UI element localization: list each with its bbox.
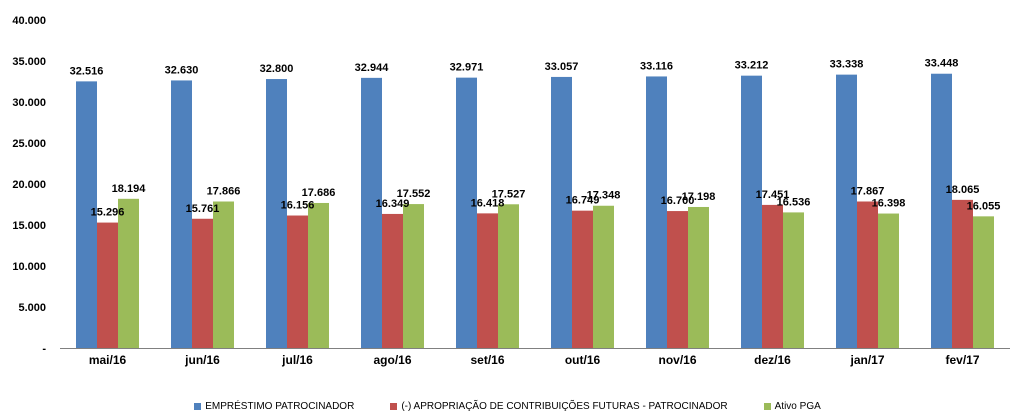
data-label-apropriacao: 17.867 (851, 185, 885, 197)
data-label-emprestimo: 32.630 (165, 64, 199, 76)
legend: EMPRÉSTIMO PATROCINADOR (-) APROPRIAÇÃO … (0, 399, 1015, 413)
y-axis: - 5.000 10.000 15.000 20.000 25.000 30.000 35.0… (12, 15, 46, 355)
y-tick-label: - (42, 343, 46, 355)
bar-ativo-pga (878, 213, 899, 348)
bar-apropriacao (382, 213, 403, 348)
data-labels: 32.516 15.296 18.194 32.630 15.761 17.866 32.8… (70, 58, 1001, 219)
data-label-ativo-pga: 17.198 (682, 191, 716, 203)
bar-ativo-pga (783, 212, 804, 348)
bar-apropriacao (572, 210, 593, 348)
bar-emprestimo (931, 73, 952, 348)
bar-apropriacao (762, 204, 783, 348)
data-label-apropriacao: 15.761 (186, 203, 220, 215)
bar-ativo-pga (213, 201, 234, 348)
bar-emprestimo (266, 79, 287, 348)
data-label-ativo-pga: 17.866 (207, 185, 241, 197)
data-label-emprestimo: 32.971 (450, 62, 484, 74)
data-label-ativo-pga: 17.686 (302, 187, 336, 199)
bar-ativo-pga (308, 202, 329, 348)
x-tick-label: jul/16 (281, 353, 313, 367)
bar-ativo-pga (973, 216, 994, 348)
data-label-apropriacao: 16.700 (661, 195, 695, 207)
legend-swatch-apropriacao (390, 402, 398, 410)
legend-item-apropriacao: (-) APROPRIAÇÃO DE CONTRIBUIÇÕES FUTURAS… (390, 399, 728, 413)
data-label-emprestimo: 33.448 (925, 58, 959, 70)
bar-emprestimo (171, 80, 192, 349)
bar-ativo-pga (118, 198, 139, 348)
x-tick-label: ago/16 (373, 353, 411, 367)
data-label-apropriacao: 16.749 (566, 195, 600, 207)
bar-group (76, 73, 994, 349)
bar-emprestimo (551, 76, 572, 348)
data-label-ativo-pga: 16.536 (777, 196, 811, 208)
y-tick-label: 35.000 (12, 56, 46, 68)
data-label-ativo-pga: 16.055 (967, 200, 1001, 212)
bar-ativo-pga (498, 204, 519, 348)
legend-item-ativo-pga: Ativo PGA (763, 399, 821, 413)
y-tick-label: 10.000 (12, 261, 46, 273)
bar-apropriacao (857, 201, 878, 348)
x-tick-label: jan/17 (849, 353, 884, 367)
x-tick-label: jun/16 (184, 353, 220, 367)
bar-apropriacao (667, 211, 688, 348)
y-tick-label: 20.000 (12, 179, 46, 191)
data-label-emprestimo: 32.516 (70, 65, 104, 77)
bar-apropriacao (952, 199, 973, 348)
data-label-emprestimo: 33.338 (830, 59, 864, 71)
y-tick-label: 30.000 (12, 97, 46, 109)
bar-emprestimo (741, 75, 762, 349)
bar-apropriacao (192, 218, 213, 348)
data-label-apropriacao: 16.156 (281, 200, 315, 212)
data-label-emprestimo: 32.800 (260, 63, 294, 75)
bar-apropriacao (477, 213, 498, 348)
data-label-apropriacao: 16.349 (376, 198, 410, 210)
data-label-apropriacao: 18.065 (946, 184, 980, 196)
data-label-emprestimo: 33.057 (545, 61, 579, 73)
data-label-apropriacao: 17.451 (756, 189, 790, 201)
data-label-emprestimo: 33.212 (735, 60, 769, 72)
x-tick-label: fev/17 (945, 353, 979, 367)
legend-swatch-emprestimo (194, 402, 202, 410)
bar-emprestimo (836, 74, 857, 348)
y-tick-label: 25.000 (12, 138, 46, 150)
x-axis: mai/16 jun/16 jul/16 ago/16 set/16 out/16 nov/… (60, 348, 1010, 367)
data-label-ativo-pga: 16.398 (872, 198, 906, 210)
x-tick-label: set/16 (470, 353, 504, 367)
y-tick-label: 15.000 (12, 220, 46, 232)
bar-ativo-pga (688, 206, 709, 348)
legend-label-apropriacao: (-) APROPRIAÇÃO DE CONTRIBUIÇÕES FUTURAS… (401, 400, 728, 412)
legend-label-ativo-pga: Ativo PGA (774, 400, 821, 412)
bar-chart: - 5.000 10.000 15.000 20.000 25.000 30.000 35.0… (12, 15, 1010, 367)
x-tick-label: dez/16 (754, 353, 791, 367)
y-tick-label: 5.000 (18, 302, 46, 314)
bar-ativo-pga (403, 204, 424, 348)
bar-emprestimo (456, 77, 477, 348)
data-label-apropriacao: 16.418 (471, 197, 505, 209)
bar-apropriacao (287, 215, 308, 348)
x-tick-label: mai/16 (89, 353, 127, 367)
bar-emprestimo (361, 77, 382, 349)
x-tick-label: out/16 (565, 353, 601, 367)
legend-swatch-ativo-pga (763, 402, 771, 410)
bar-emprestimo (646, 76, 667, 349)
bar-apropriacao (97, 222, 118, 348)
data-label-ativo-pga: 18.194 (112, 183, 147, 195)
legend-label-emprestimo: EMPRÉSTIMO PATROCINADOR (205, 400, 355, 412)
bar-ativo-pga (593, 205, 614, 348)
data-label-ativo-pga: 17.527 (492, 188, 526, 200)
data-label-ativo-pga: 17.552 (397, 188, 431, 200)
data-label-emprestimo: 32.944 (355, 62, 390, 74)
x-tick-label: nov/16 (658, 353, 696, 367)
y-tick-label: 40.000 (12, 15, 46, 27)
legend-item-emprestimo: EMPRÉSTIMO PATROCINADOR (194, 399, 354, 413)
data-label-emprestimo: 33.116 (640, 60, 673, 72)
bar-emprestimo (76, 81, 97, 348)
data-label-apropriacao: 15.296 (91, 207, 125, 219)
data-label-ativo-pga: 17.348 (587, 190, 621, 202)
